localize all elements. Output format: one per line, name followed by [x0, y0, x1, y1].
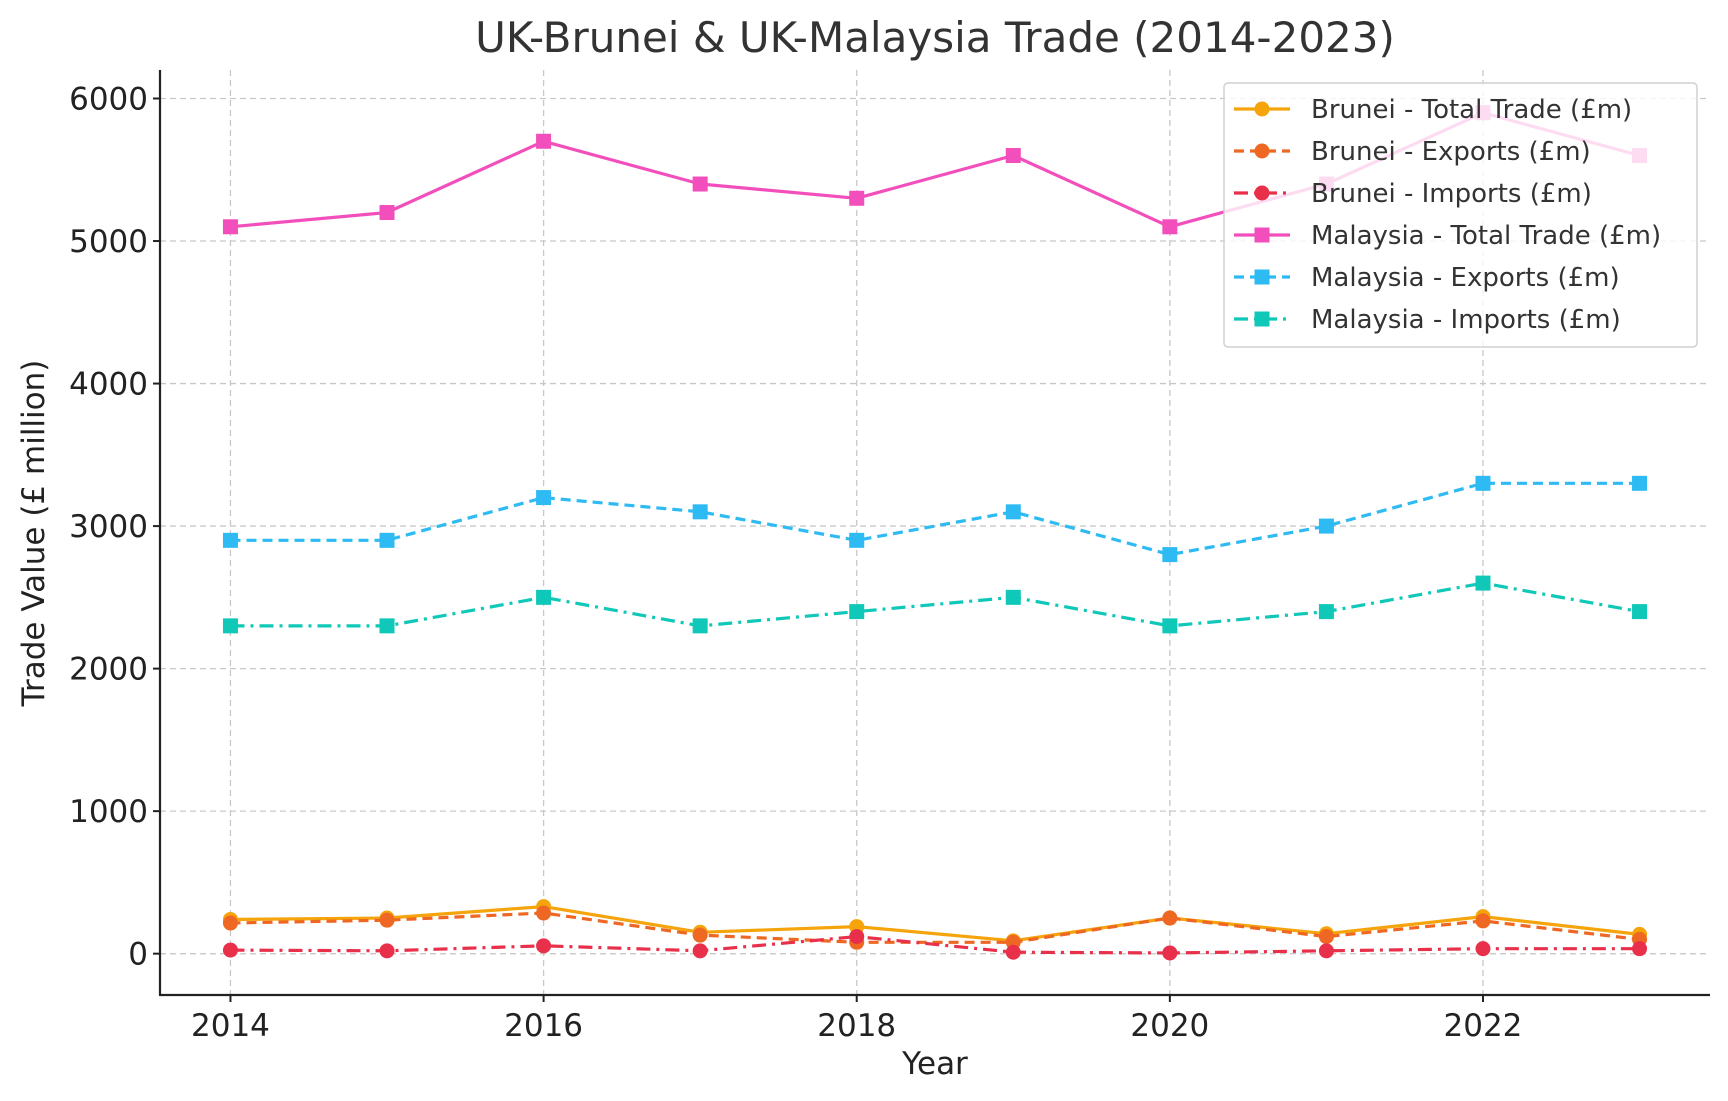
- y-tick-label-0: 0: [128, 937, 148, 973]
- series-2-point-2021: [1318, 943, 1334, 959]
- x-tick-label-2016: 2016: [504, 1008, 583, 1044]
- y-tick-label-2000: 2000: [69, 652, 148, 688]
- legend-marker-2: [1254, 185, 1270, 201]
- series-line-2: [230, 934, 1640, 955]
- series-4: [222, 475, 1648, 563]
- series-2-point-2015: [379, 943, 395, 959]
- series-5-point-2021: [1318, 604, 1334, 620]
- legend-label-0: Brunei - Total Trade (£m): [1311, 95, 1632, 125]
- legend-label-1: Brunei - Exports (£m): [1311, 137, 1591, 167]
- series-4-point-2020: [1162, 547, 1178, 563]
- legend-marker-4: [1254, 269, 1270, 285]
- series-5-point-2014: [222, 618, 238, 634]
- data-series: [222, 105, 1648, 961]
- series-1-point-2017: [692, 927, 708, 943]
- series-1-point-2015: [379, 912, 395, 928]
- x-tick-label-2022: 2022: [1444, 1008, 1523, 1044]
- series-2: [222, 929, 1648, 961]
- series-2-point-2022: [1475, 941, 1491, 957]
- series-2-point-2018: [849, 929, 865, 945]
- legend-item-1: Brunei - Exports (£m): [1234, 137, 1591, 167]
- legend-marker-1: [1254, 143, 1270, 159]
- legend-item-0: Brunei - Total Trade (£m): [1234, 95, 1632, 125]
- x-tick-label-2018: 2018: [817, 1008, 896, 1044]
- legend-item-5: Malaysia - Imports (£m): [1234, 305, 1621, 335]
- series-5-point-2019: [1005, 589, 1021, 605]
- series-1-point-2016: [536, 905, 552, 921]
- y-tick-label-1000: 1000: [69, 794, 148, 830]
- series-4-point-2018: [849, 532, 865, 548]
- series-4-point-2019: [1005, 504, 1021, 520]
- series-3-point-2016: [536, 133, 552, 149]
- series-3-point-2020: [1162, 219, 1178, 235]
- series-1-point-2021: [1318, 929, 1334, 945]
- series-5-point-2023: [1632, 604, 1648, 620]
- series-1-point-2020: [1162, 910, 1178, 926]
- y-tick-label-4000: 4000: [69, 367, 148, 403]
- y-tick-label-6000: 6000: [69, 82, 148, 118]
- chart-legend: Brunei - Total Trade (£m) Brunei - Export…: [1223, 82, 1698, 348]
- x-axis-ticks: 2014 2016 2018 2020 2022: [191, 995, 1522, 1044]
- series-3-point-2018: [849, 190, 865, 206]
- series-3-point-2014: [222, 219, 238, 235]
- legend-label-2: Brunei - Imports (£m): [1311, 179, 1592, 209]
- series-2-point-2017: [692, 943, 708, 959]
- series-3-point-2015: [379, 205, 395, 221]
- legend-item-3: Malaysia - Total Trade (£m): [1234, 221, 1661, 251]
- series-line-5: [230, 581, 1640, 628]
- chart-title: UK-Brunei & UK-Malaysia Trade (2014-2023…: [475, 13, 1395, 62]
- x-tick-label-2014: 2014: [191, 1008, 270, 1044]
- series-line-0: [230, 904, 1640, 943]
- legend-marker-0: [1254, 101, 1270, 117]
- series-5: [222, 575, 1648, 634]
- series-5-point-2017: [692, 618, 708, 634]
- series-1-point-2014: [222, 915, 238, 931]
- series-2-point-2016: [536, 938, 552, 954]
- series-4-point-2015: [379, 532, 395, 548]
- x-tick-label-2020: 2020: [1130, 1008, 1209, 1044]
- series-5-point-2020: [1162, 618, 1178, 634]
- legend-label-5: Malaysia - Imports (£m): [1311, 305, 1621, 335]
- y-tick-label-3000: 3000: [69, 509, 148, 545]
- legend-box: [1223, 82, 1698, 348]
- series-2-point-2023: [1632, 941, 1648, 957]
- series-4-point-2022: [1475, 475, 1491, 491]
- legend-marker-3: [1254, 227, 1270, 243]
- series-2-point-2014: [222, 942, 238, 958]
- series-5-point-2016: [536, 589, 552, 605]
- series-line-1: [230, 911, 1640, 944]
- legend-marker-5: [1254, 311, 1270, 327]
- legend-label-4: Malaysia - Exports (£m): [1311, 263, 1620, 293]
- legend-item-4: Malaysia - Exports (£m): [1234, 263, 1620, 293]
- series-2-point-2020: [1162, 945, 1178, 961]
- legend-label-3: Malaysia - Total Trade (£m): [1311, 221, 1661, 251]
- y-axis-label: Trade Value (£ million): [16, 360, 52, 708]
- series-3-point-2017: [692, 176, 708, 192]
- series-4-point-2014: [222, 532, 238, 548]
- series-5-point-2022: [1475, 575, 1491, 591]
- y-tick-label-5000: 5000: [69, 224, 148, 260]
- x-axis-label: Year: [901, 1046, 968, 1082]
- series-3-point-2019: [1005, 148, 1021, 164]
- series-4-point-2017: [692, 504, 708, 520]
- series-4-point-2023: [1632, 475, 1648, 491]
- series-4-point-2016: [536, 490, 552, 506]
- series-5-point-2015: [379, 618, 395, 634]
- y-axis-ticks: 0 1000 2000 3000 4000 5000 6000: [69, 82, 160, 973]
- legend-item-2: Brunei - Imports (£m): [1234, 179, 1592, 209]
- series-1-point-2022: [1475, 913, 1491, 929]
- series-5-point-2018: [849, 604, 865, 620]
- series-4-point-2021: [1318, 518, 1334, 534]
- series-2-point-2019: [1005, 944, 1021, 960]
